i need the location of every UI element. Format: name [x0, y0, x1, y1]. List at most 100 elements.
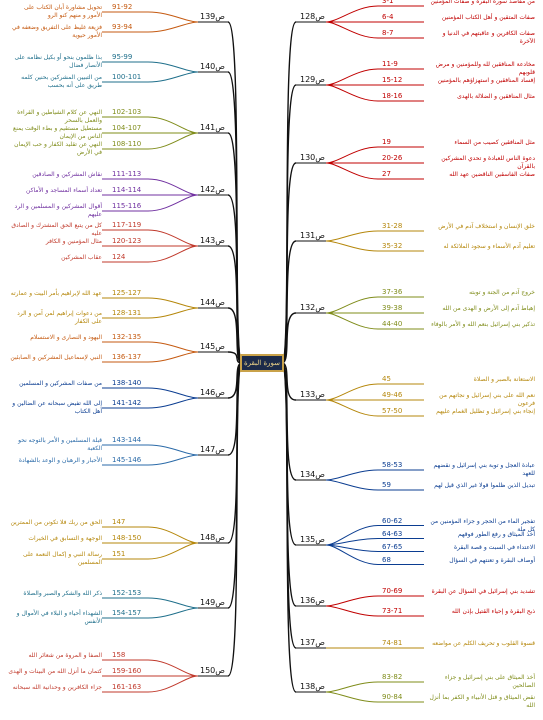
topic-description: تذكير بني إسرائيل بنعم الله و الأمر بالو… [431, 321, 535, 328]
item-connector [325, 5, 379, 23]
topic-description: من صفات المشركين و المسلمين [19, 380, 102, 387]
verse-range-label: 57-50 [382, 407, 403, 415]
topic-description: مثال المنافقين و الضلالة بالهدى [457, 93, 535, 100]
page-number-label: ص145 [200, 342, 225, 351]
item-connector [147, 132, 199, 150]
topic-description: عقاب المشركين [61, 254, 102, 261]
item-connector [325, 399, 379, 417]
page-number-label: ص129 [300, 75, 325, 84]
verse-range-label: 136-137 [112, 353, 142, 361]
item-connector [325, 691, 379, 703]
topic-description: تفجير الماء من الحجر و جزاء المؤمنين من … [430, 517, 535, 533]
item-connector [147, 444, 199, 456]
topic-description: الاستعانة بالصبر و الصلاة [473, 376, 535, 383]
page-number-label: ص136 [300, 596, 325, 605]
verse-range-label: 154-157 [112, 609, 142, 617]
item-connector [325, 544, 379, 565]
topic-description: جزاء الكافرين و وحدانية الله سبحانه [12, 684, 102, 691]
topic-description: إلى الله تفيض سبحانه عن الضالين و أهل ال… [12, 400, 102, 415]
topic-description: فزيعة غليظ على التفريق وضعفه في الأمور ح… [11, 24, 102, 39]
page-number-label: ص146 [200, 388, 225, 397]
central-topic: سورة البقرة [240, 354, 284, 372]
item-connector [147, 116, 199, 134]
verse-range-label: 70-69 [382, 587, 403, 595]
verse-range-label: 114-114 [112, 186, 142, 194]
topic-description: من مقاصد سورة البقرة و صفات المؤمنين [430, 0, 535, 5]
topic-description: مثال المؤمنين و الكافر [45, 238, 102, 245]
page-number-label: ص144 [200, 298, 225, 307]
verse-range-label: 108-110 [112, 140, 142, 148]
verse-range-label: 3-1 [382, 0, 394, 5]
item-connector [325, 469, 379, 481]
item-connector [147, 61, 199, 73]
verse-range-label: 18-16 [382, 92, 403, 100]
verse-range-label: 67-65 [382, 542, 403, 551]
topic-description: اليهود و النصارى و الاستسلام [30, 334, 102, 341]
verse-range-label: 148-150 [112, 534, 142, 542]
item-connector [325, 605, 379, 617]
verse-range-label: 83-82 [382, 673, 403, 681]
item-connector [325, 544, 379, 552]
topic-description: ذكر الله والشكر والصبر والصلاة [23, 590, 102, 597]
item-connector [147, 71, 199, 83]
topic-description: الوجهة و التسابق في الخيرات [28, 535, 102, 542]
verse-range-label: 104-107 [112, 124, 142, 132]
topic-description: الحق من ربك فلا تكونن من الممترين [10, 519, 102, 526]
verse-range-label: 138-140 [112, 379, 142, 387]
branch-connector [227, 307, 243, 364]
branch-connector [227, 362, 243, 609]
verse-range-label: 44-40 [382, 320, 403, 328]
topic-description: الصفا و المروة من شعائر الله [28, 652, 102, 659]
page-number-label: ص142 [200, 185, 225, 194]
topic-description: النهي عن تقليد الكفار و حب الإيمان في ال… [14, 141, 102, 156]
page-number-label: ص133 [300, 390, 325, 399]
verse-range-label: 124 [112, 253, 126, 261]
topic-description: إنجاء بني إسرائيل و تظليل الغمام عليهم [436, 408, 535, 415]
verse-range-label: 120-123 [112, 237, 142, 245]
item-connector [147, 194, 199, 212]
topic-description: الشهداء أحياء و البلاء في الأموال و الأن… [16, 610, 102, 625]
verse-range-label: 158 [112, 651, 126, 659]
verse-range-label: 59 [382, 481, 391, 489]
topic-description: كل من يتبع الحق المشترك و الصادق عليه [11, 222, 102, 237]
branch-connector [227, 245, 243, 364]
item-connector [147, 341, 199, 353]
branch-connector [281, 362, 297, 546]
topic-description: الأحبار و الرهبان و الوعد بالشهادة [18, 457, 102, 464]
item-connector [147, 351, 199, 363]
item-connector [147, 11, 199, 23]
topic-description: نقض الميثاق و قتل الأنبياء و الكفر بما أ… [429, 694, 535, 709]
topic-description: صفات الفاسقين الناقضين عهد الله [449, 171, 535, 178]
topic-description: خروج آدم من الجنة و توبته [469, 289, 535, 296]
topic-description: أخذ الميثاق و رفع الطور فوقهم [458, 530, 535, 538]
branch-connector [281, 240, 297, 364]
page-number-label: ص132 [300, 303, 325, 312]
verse-range-label: 145-146 [112, 456, 142, 464]
verse-range-label: 102-103 [112, 108, 142, 116]
verse-range-label: 74-81 [382, 639, 403, 647]
page-number-label: ص150 [200, 666, 225, 675]
topic-description: عبادة العجل و توبة بني إسرائيل و نقضهم ل… [433, 462, 536, 477]
item-connector [325, 296, 379, 314]
topic-description: رسالة النبي و إكمال النعمة على المسلمين [23, 551, 102, 566]
topic-description: كتمان ما أنزل الله من البينات و الهدى [8, 668, 102, 675]
topic-description: قسوة القلوب و تحريف الكلم عن مواضعه [432, 640, 535, 647]
verse-range-label: 161-163 [112, 683, 142, 691]
item-connector [325, 595, 379, 607]
topic-description: تشديد بني إسرائيل في السؤال عن البقرة [431, 588, 535, 595]
topic-description: مخادعة المنافقين لله وللمؤمنين و مرض قلو… [435, 61, 535, 76]
item-connector [325, 146, 379, 164]
topic-description: خلق الإنسان و استخلاف آدم في الأرض [438, 223, 535, 230]
verse-range-label: 141-142 [112, 399, 142, 407]
branch-connector [281, 362, 297, 649]
topic-description: أوصاف البقرة و تعنتهم في السؤال [449, 556, 535, 564]
topic-description: إهباط آدم إلى الأرض و الهدى من الله [442, 305, 535, 312]
page-number-label: ص139 [200, 12, 225, 21]
item-connector [147, 245, 199, 263]
page-number-label: ص138 [300, 682, 325, 691]
item-connector [147, 178, 199, 196]
verse-range-label: 19 [382, 138, 391, 146]
topic-description: نقاش المشركين و الصادقين [32, 171, 102, 178]
topic-description: دعوة الناس للعبادة و تحدي المشركين بالقر… [441, 155, 535, 170]
page-number-label: ص141 [200, 123, 225, 132]
